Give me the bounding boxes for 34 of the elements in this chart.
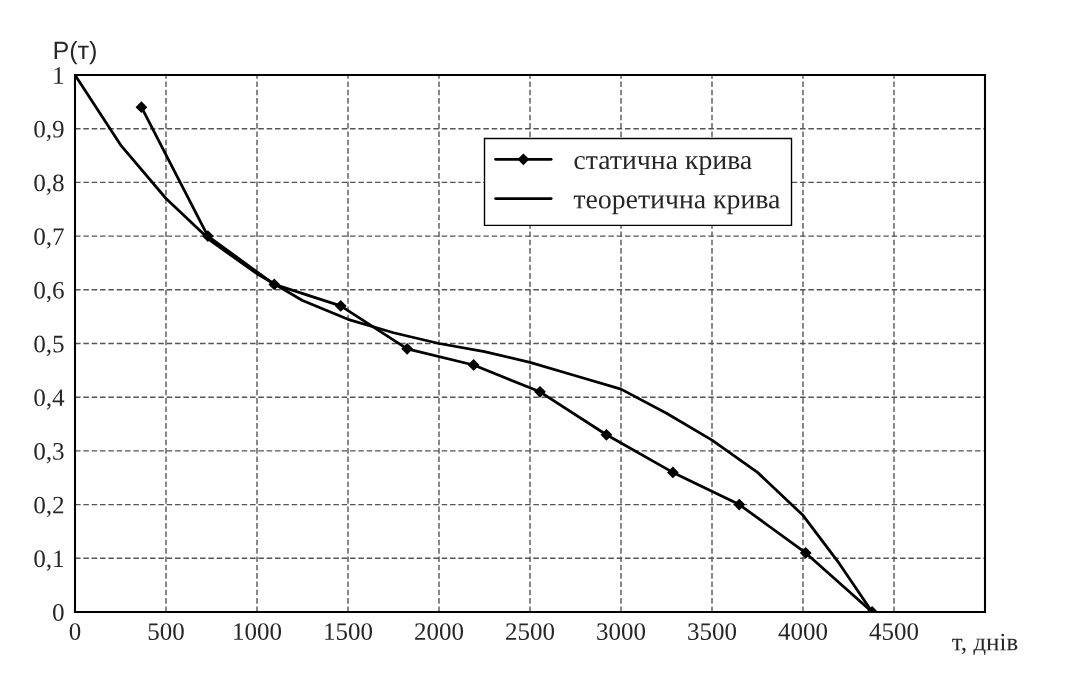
point: [600, 429, 613, 441]
x-tick-label: 4000: [778, 623, 828, 641]
y-tick-label: 0,7: [34, 228, 64, 249]
point: [401, 343, 413, 355]
x-axis-title: т, днів: [952, 633, 1018, 656]
point: [667, 466, 679, 478]
y-tick-label: 0,5: [34, 335, 64, 357]
x-tick-label: 500: [148, 623, 184, 641]
y-tick-label: 0,3: [34, 442, 64, 464]
y-tick-label: 0,2: [34, 496, 64, 518]
x-tick-label: 3500: [688, 623, 737, 641]
y-tick-label: 0,9: [34, 120, 64, 142]
legend-label: теоретична крива: [573, 195, 781, 215]
x-tick-label: 4500: [869, 623, 919, 641]
point: [534, 386, 546, 398]
x-tick-label: 3000: [597, 623, 646, 641]
point: [800, 547, 812, 559]
x-tick-label: 2000: [415, 623, 464, 641]
point: [733, 498, 745, 511]
point: [335, 300, 347, 312]
point: [135, 101, 148, 113]
y-tick-label: 1: [54, 67, 64, 84]
y-tick-label: 0,1: [34, 550, 64, 571]
y-axis-title: P(т): [54, 40, 96, 65]
y-tick-label: 0,6: [34, 281, 64, 303]
x-tick-label: 2500: [506, 623, 555, 641]
x-tick-label: 0: [69, 623, 81, 641]
y-tick-label: 0: [53, 604, 64, 621]
y-tick-label: 0,4: [34, 389, 65, 410]
point: [467, 359, 480, 371]
legend-label: статична крива: [574, 155, 752, 175]
x-tick-label: 1000: [234, 623, 282, 641]
x-tick-label: 1500: [325, 623, 373, 641]
y-tick-label: 0,8: [34, 174, 64, 195]
